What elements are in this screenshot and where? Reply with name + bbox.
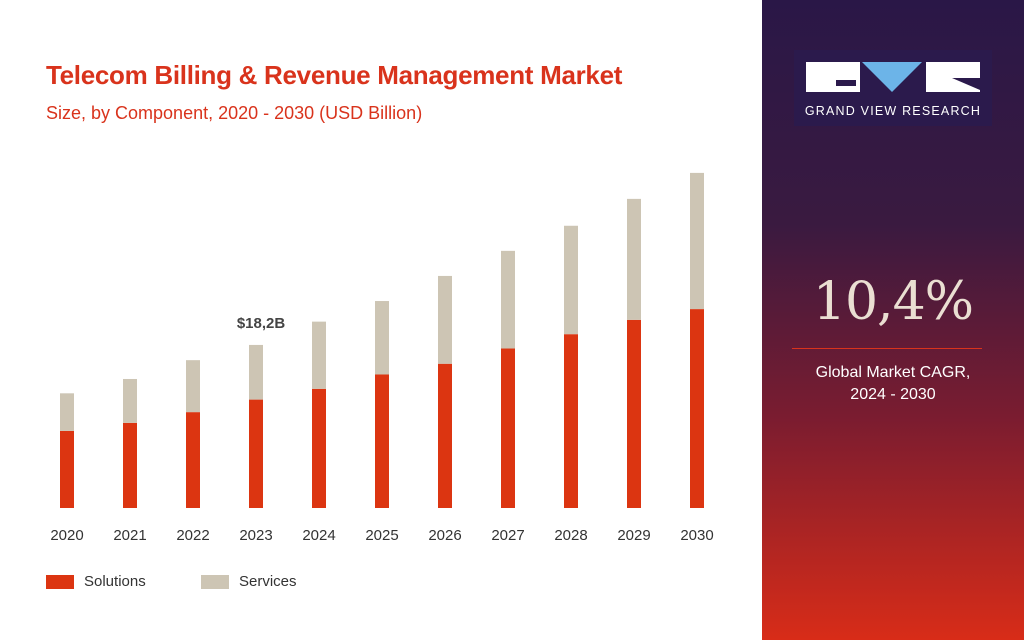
brand-name: GRAND VIEW RESEARCH: [804, 104, 982, 118]
bar-solutions-2023: [249, 399, 263, 508]
cagr-label: Global Market CAGR, 2024 - 2030: [762, 362, 1024, 406]
cagr-value: 10,4%: [812, 272, 974, 332]
x-tick-label: 2024: [302, 527, 335, 544]
x-tick-label: 2029: [617, 527, 650, 544]
legend-services: Services: [201, 573, 297, 590]
bar-services-2027: [501, 250, 515, 349]
bar-services-2026: [438, 275, 452, 364]
x-tick-label: 2027: [491, 527, 524, 544]
bar-solutions-2029: [627, 319, 641, 508]
chart-title: Telecom Billing & Revenue Management Mar…: [46, 60, 623, 90]
bar-services-2025: [375, 301, 389, 375]
x-tick-label: 2026: [428, 527, 461, 544]
bar-services-2021: [123, 378, 137, 423]
gvr-logo-icon: [806, 62, 980, 92]
chart-subtitle: Size, by Component, 2020 - 2030 (USD Bil…: [46, 103, 423, 123]
bar-services-2029: [627, 198, 641, 320]
bar-solutions-2027: [501, 348, 515, 508]
legend-label: Services: [239, 573, 297, 590]
x-tick-label: 2022: [176, 527, 209, 544]
x-tick-label: 2020: [50, 527, 83, 544]
x-tick-label: 2030: [680, 527, 713, 544]
bar-solutions-2025: [375, 374, 389, 508]
legend-swatch-solutions: [46, 574, 74, 589]
bar-services-2023: [249, 344, 263, 400]
bar-services-2020: [60, 393, 74, 431]
bar-services-2028: [564, 225, 578, 335]
bar-services-2024: [312, 321, 326, 389]
bar-solutions-2028: [564, 334, 578, 508]
cagr-label-line: Global Market CAGR,: [815, 364, 971, 381]
bar-solutions-2030: [690, 309, 704, 508]
brand-logo: GRAND VIEW RESEARCH: [794, 50, 992, 126]
x-tick-label: 2023: [239, 527, 272, 544]
bar-solutions-2020: [60, 430, 74, 508]
x-tick-label: 2028: [554, 527, 587, 544]
bar-solutions-2022: [186, 412, 200, 508]
legend-solutions: Solutions: [46, 573, 146, 590]
bar-services-2022: [186, 360, 200, 413]
bar-solutions-2021: [123, 422, 137, 508]
bar-solutions-2024: [312, 388, 326, 508]
x-tick-label: 2021: [113, 527, 146, 544]
divider: [792, 348, 982, 349]
cagr-label-line: 2024 - 2030: [850, 386, 936, 403]
x-tick-label: 2025: [365, 527, 398, 544]
bar-chart: 2020 2021 2022 2023 $18,2B 2024 2025 2026 2027 20…: [50, 172, 714, 544]
legend-label: Solutions: [84, 573, 146, 590]
cagr-panel: GRAND VIEW RESEARCH 10,4% Global Market …: [762, 0, 1024, 640]
bar-solutions-2026: [438, 363, 452, 508]
legend-swatch-services: [201, 574, 229, 589]
data-label: $18,2B: [237, 315, 286, 332]
bar-services-2030: [690, 172, 704, 310]
